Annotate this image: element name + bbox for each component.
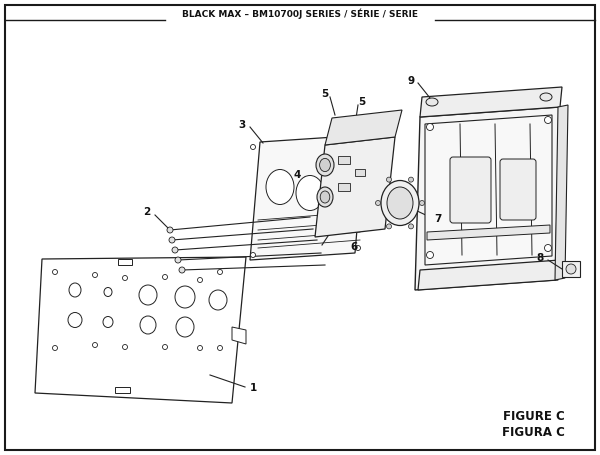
- Circle shape: [545, 116, 551, 123]
- Circle shape: [163, 344, 167, 349]
- Circle shape: [409, 177, 413, 182]
- Ellipse shape: [68, 313, 82, 328]
- Circle shape: [427, 123, 433, 131]
- Text: FIGURA C: FIGURA C: [502, 426, 565, 440]
- Bar: [338, 156, 350, 164]
- Polygon shape: [115, 387, 130, 393]
- Circle shape: [251, 253, 256, 258]
- Ellipse shape: [316, 154, 334, 176]
- Polygon shape: [555, 105, 568, 280]
- Polygon shape: [425, 115, 552, 265]
- Text: 7: 7: [434, 214, 442, 224]
- Ellipse shape: [139, 285, 157, 305]
- Polygon shape: [250, 135, 365, 260]
- Circle shape: [167, 227, 173, 233]
- Circle shape: [197, 345, 203, 350]
- Circle shape: [419, 201, 425, 206]
- Circle shape: [386, 224, 392, 229]
- Circle shape: [163, 274, 167, 279]
- Ellipse shape: [540, 93, 552, 101]
- Circle shape: [92, 343, 97, 348]
- Ellipse shape: [381, 181, 419, 226]
- FancyBboxPatch shape: [450, 157, 491, 223]
- Text: 6: 6: [350, 242, 357, 252]
- Circle shape: [175, 257, 181, 263]
- Circle shape: [545, 244, 551, 252]
- Circle shape: [376, 201, 380, 206]
- Ellipse shape: [69, 283, 81, 297]
- Text: 8: 8: [537, 253, 544, 263]
- Ellipse shape: [320, 158, 331, 172]
- Circle shape: [355, 246, 361, 251]
- Ellipse shape: [328, 184, 353, 216]
- Polygon shape: [35, 257, 246, 403]
- Circle shape: [92, 273, 97, 278]
- Circle shape: [358, 137, 362, 142]
- Ellipse shape: [140, 316, 156, 334]
- Text: 3: 3: [239, 120, 246, 130]
- Text: 5: 5: [358, 97, 365, 107]
- Polygon shape: [427, 225, 550, 240]
- Polygon shape: [420, 87, 562, 117]
- Text: 2: 2: [143, 207, 150, 217]
- Circle shape: [218, 345, 223, 350]
- Circle shape: [566, 264, 576, 274]
- Text: 5: 5: [321, 89, 328, 99]
- Ellipse shape: [426, 98, 438, 106]
- Ellipse shape: [317, 187, 333, 207]
- Polygon shape: [118, 259, 132, 265]
- Polygon shape: [418, 260, 560, 290]
- Polygon shape: [315, 137, 395, 237]
- Ellipse shape: [320, 191, 330, 203]
- Ellipse shape: [104, 288, 112, 297]
- Circle shape: [53, 269, 58, 274]
- Text: 1: 1: [250, 383, 257, 393]
- Circle shape: [218, 269, 223, 274]
- Polygon shape: [325, 110, 402, 145]
- Circle shape: [122, 344, 128, 349]
- Text: FIGURE C: FIGURE C: [503, 410, 565, 424]
- Ellipse shape: [387, 187, 413, 219]
- FancyBboxPatch shape: [500, 159, 536, 220]
- Text: BLACK MAX – BM10700J SERIES / SÉRIE / SERIE: BLACK MAX – BM10700J SERIES / SÉRIE / SE…: [182, 9, 418, 19]
- Circle shape: [53, 345, 58, 350]
- Circle shape: [251, 145, 256, 150]
- Ellipse shape: [296, 176, 324, 211]
- Circle shape: [197, 278, 203, 283]
- Circle shape: [122, 275, 128, 280]
- Ellipse shape: [266, 170, 294, 204]
- Text: 9: 9: [408, 76, 415, 86]
- Circle shape: [409, 224, 413, 229]
- Circle shape: [169, 237, 175, 243]
- Circle shape: [179, 267, 185, 273]
- Circle shape: [172, 247, 178, 253]
- Text: 4: 4: [293, 170, 301, 180]
- Ellipse shape: [176, 317, 194, 337]
- Polygon shape: [415, 107, 560, 290]
- Bar: [338, 183, 350, 191]
- Polygon shape: [232, 327, 246, 344]
- Ellipse shape: [175, 286, 195, 308]
- Circle shape: [427, 252, 433, 258]
- Bar: [355, 169, 365, 176]
- Ellipse shape: [103, 317, 113, 328]
- Circle shape: [386, 177, 392, 182]
- Bar: [562, 261, 580, 277]
- Ellipse shape: [209, 290, 227, 310]
